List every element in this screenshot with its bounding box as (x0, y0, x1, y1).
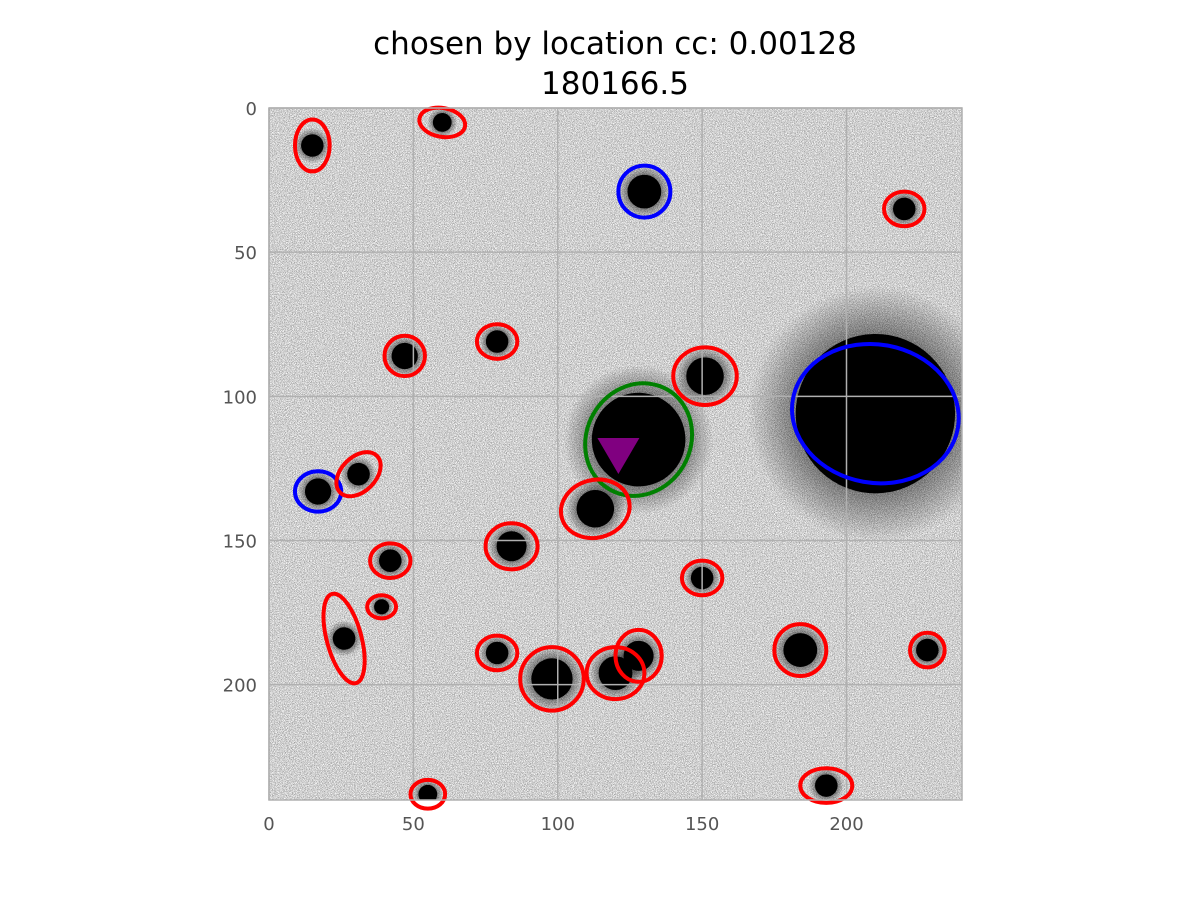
source-blob (531, 658, 573, 700)
source-blob (892, 197, 916, 221)
galaxy-ellipse (613, 627, 664, 684)
galaxy-ellipse (671, 345, 739, 407)
source-blob (379, 549, 402, 572)
galaxy-ellipse (518, 645, 586, 713)
galaxy-ellipse (382, 333, 427, 379)
source-blob (815, 774, 838, 797)
plot-frame (268, 107, 963, 801)
figure-title-line1: chosen by location cc: 0.00128 (373, 26, 857, 62)
source-blob (916, 638, 939, 662)
galaxy-ellipse (798, 766, 855, 805)
galaxy-ellipse (772, 622, 829, 679)
source-blob (391, 342, 418, 370)
figure-title-line2: 180166.5 (541, 66, 689, 102)
y-tick-label: 150 (223, 532, 257, 553)
galaxy-ellipse (908, 630, 947, 670)
galaxy-ellipse (474, 322, 520, 361)
source-blob (783, 633, 818, 667)
galaxy-ellipse (334, 450, 383, 499)
source-blob (332, 627, 356, 650)
source-blob (301, 134, 324, 157)
y-tick-label: 100 (223, 387, 257, 408)
y-tick-label: 0 (246, 99, 257, 120)
galaxy-ellipse (292, 117, 332, 174)
y-axis-ticks: 0 50 100 150 200 (223, 99, 257, 697)
galaxy-ellipse (408, 777, 448, 811)
source-blob (795, 333, 956, 494)
source-blob (686, 357, 724, 395)
galaxy-ellipse (882, 189, 927, 229)
galaxy-ellipse (474, 633, 520, 673)
x-tick-label: 200 (829, 814, 863, 835)
source-markers (292, 105, 961, 811)
x-tick-label: 0 (263, 814, 274, 835)
source-blob (627, 174, 662, 209)
x-tick-label: 50 (402, 814, 425, 835)
x-axis-ticks: 0 50 100 150 200 (263, 814, 863, 835)
star-ellipse (790, 341, 961, 486)
source-blob (576, 490, 615, 528)
source-blob (374, 599, 390, 615)
galaxy-ellipse (679, 558, 725, 598)
galaxy-ellipse (558, 477, 632, 541)
galaxy-ellipse (365, 593, 399, 621)
y-tick-label: 200 (223, 676, 257, 697)
source-blob (347, 462, 370, 486)
galaxy-ellipse (368, 541, 413, 580)
source-blob (485, 641, 509, 665)
source-blob (496, 531, 527, 562)
galaxy-ellipse (483, 521, 540, 572)
source-blob (485, 330, 509, 353)
transient-marker (597, 438, 640, 474)
source-blob (304, 478, 332, 505)
y-tick-label: 50 (234, 243, 257, 264)
source-blob (432, 113, 452, 132)
galaxy-ellipse (321, 591, 367, 686)
x-tick-label: 150 (685, 814, 719, 835)
source-blob (418, 784, 438, 800)
host-ellipse (583, 381, 695, 498)
x-tick-label: 100 (541, 814, 575, 835)
star-ellipse (616, 163, 673, 220)
